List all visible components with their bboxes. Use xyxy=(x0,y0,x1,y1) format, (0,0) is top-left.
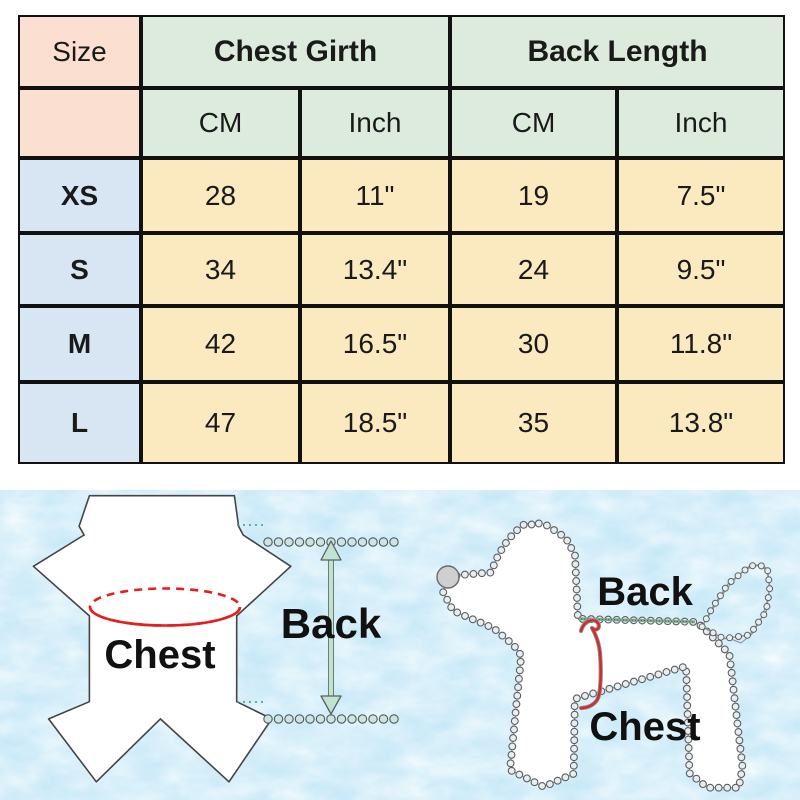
svg-text:Chest: Chest xyxy=(589,705,700,749)
svg-text:Back: Back xyxy=(597,570,693,614)
